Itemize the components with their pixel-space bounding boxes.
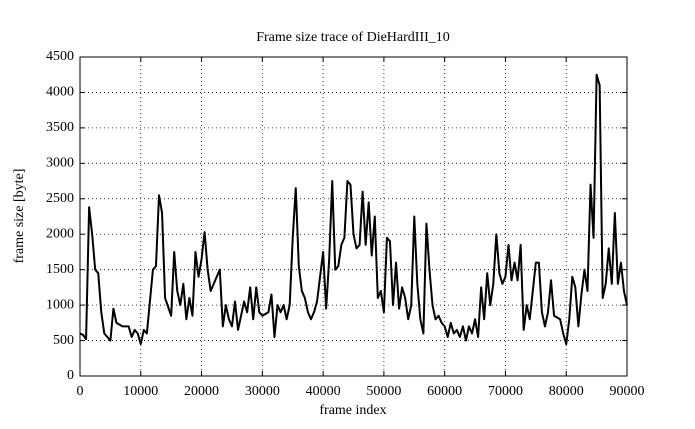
x-tick-label: 30000 <box>245 384 280 399</box>
y-tick-label: 3000 <box>46 156 74 171</box>
plot-frame <box>79 56 628 377</box>
y-tick-label: 2000 <box>46 226 74 241</box>
y-tick-label: 500 <box>53 333 74 348</box>
chart-title: Frame size trace of DieHardIII_10 <box>256 30 450 45</box>
data-line <box>79 73 628 346</box>
x-tick-label: 90000 <box>610 384 645 399</box>
y-tick-label: 2500 <box>46 191 74 206</box>
x-tick-label: 60000 <box>427 384 462 399</box>
y-tick-label: 4500 <box>46 49 74 64</box>
y-axis-label: frame size [byte] <box>12 169 27 264</box>
x-tick-label: 20000 <box>184 384 219 399</box>
x-tick-label: 40000 <box>306 384 341 399</box>
x-tick-label: 80000 <box>549 384 584 399</box>
y-tick-label: 1000 <box>46 297 74 312</box>
x-tick-label: 50000 <box>366 384 401 399</box>
y-tick-label: 1500 <box>46 262 74 277</box>
y-tick-label: 0 <box>67 368 74 383</box>
x-tick-label: 70000 <box>488 384 523 399</box>
x-axis-label: frame index <box>319 403 386 418</box>
x-tick-label: 0 <box>77 384 84 399</box>
y-tick-label: 4000 <box>46 85 74 100</box>
x-tick-label: 10000 <box>123 384 158 399</box>
y-tick-label: 3500 <box>46 120 74 135</box>
